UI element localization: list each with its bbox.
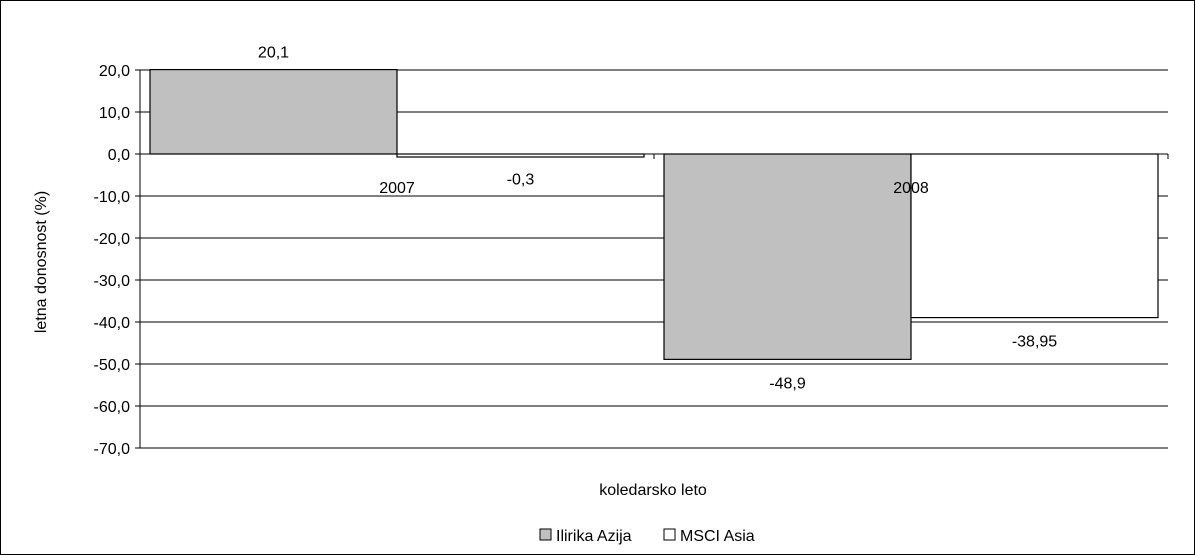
- y-tick-label: -70,0: [94, 441, 131, 458]
- legend-swatch-ilirika-azija: [539, 528, 552, 541]
- bar-ilirika-azija-2007: [149, 68, 398, 155]
- legend-label-msci-asia: MSCI Asia: [680, 528, 755, 545]
- y-tick-label: -20,0: [94, 231, 131, 248]
- y-axis-title: letna donosnost (%): [33, 191, 50, 333]
- labels: 20,0 10,0 0,0 -10,0 -20,0 -30,0 -40,0 -50,0 -60,…: [94, 45, 1058, 458]
- bar-msci-asia-2008: [910, 153, 1159, 319]
- bar-ilirika-azija-2008: [663, 153, 912, 360]
- y-tick-label: -40,0: [94, 315, 131, 332]
- y-tick-label: 0,0: [108, 147, 130, 164]
- data-label: 20,1: [258, 45, 289, 62]
- legend-label-ilirika-azija: Ilirika Azija: [556, 528, 632, 545]
- x-tick-label: 2008: [893, 180, 929, 197]
- data-label: -48,9: [769, 375, 806, 392]
- y-tick-label: -30,0: [94, 273, 131, 290]
- y-tick-label: 20,0: [99, 63, 130, 80]
- x-axis-title: koledarsko leto: [599, 482, 707, 499]
- legend: Ilirika Azija MSCI Asia: [539, 528, 755, 545]
- y-tick-label: -60,0: [94, 399, 131, 416]
- legend-swatch-msci-asia: [663, 528, 676, 541]
- axes: [135, 69, 1169, 449]
- y-tick-label: -10,0: [94, 189, 131, 206]
- data-label: -38,95: [1012, 334, 1057, 351]
- data-label: -0,3: [507, 171, 535, 188]
- x-tick-label: 2007: [379, 180, 415, 197]
- y-tick-label: -50,0: [94, 357, 131, 374]
- y-tick-label: 10,0: [99, 105, 130, 122]
- bars: [149, 68, 1159, 360]
